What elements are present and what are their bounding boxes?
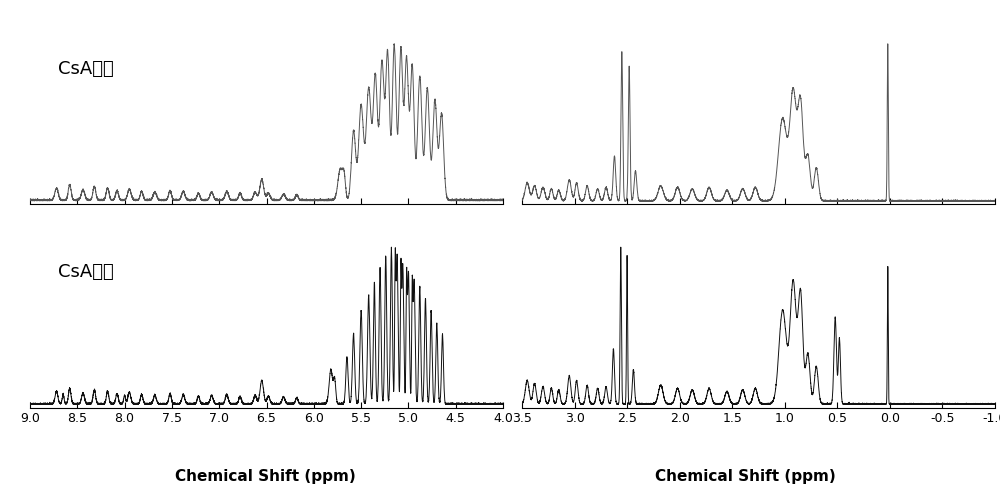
Text: CsA粉末: CsA粉末 [58, 263, 114, 281]
Text: Chemical Shift (ppm): Chemical Shift (ppm) [175, 469, 355, 484]
Text: CsA玻璃: CsA玻璃 [58, 60, 114, 78]
Text: Chemical Shift (ppm): Chemical Shift (ppm) [655, 469, 835, 484]
